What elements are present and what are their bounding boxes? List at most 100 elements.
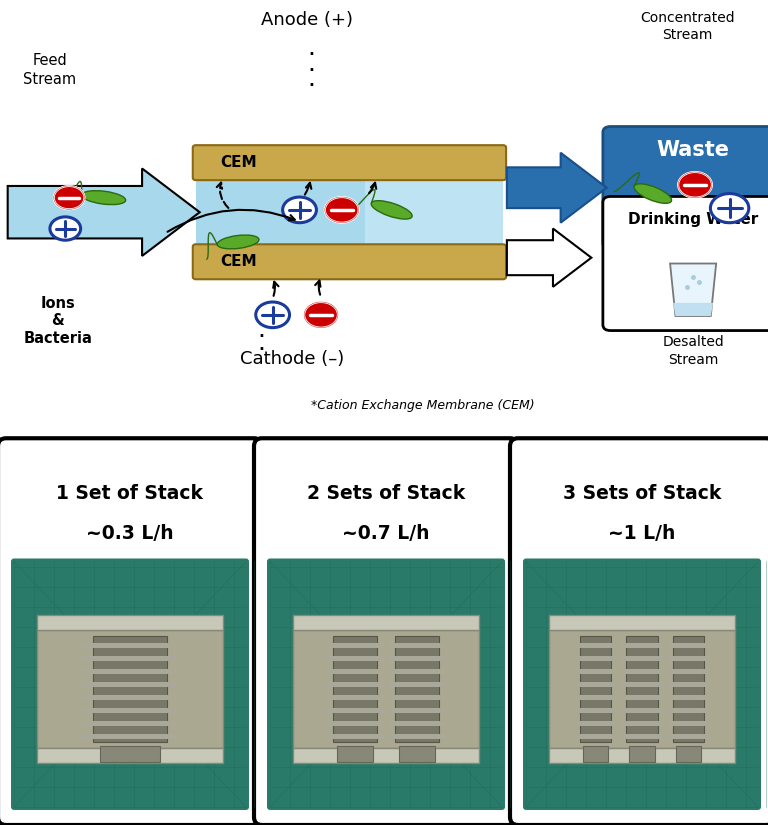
Text: ·: ·: [257, 325, 265, 349]
Text: ·: ·: [257, 312, 265, 336]
Bar: [37, 630, 223, 748]
Text: Feed
Stream: Feed Stream: [23, 53, 77, 87]
Polygon shape: [507, 229, 591, 287]
Bar: [337, 746, 372, 762]
Bar: [326, 708, 384, 713]
Bar: [621, 708, 663, 713]
Polygon shape: [670, 263, 716, 316]
FancyBboxPatch shape: [523, 559, 761, 810]
Bar: [621, 682, 663, 686]
Text: CEM: CEM: [220, 254, 257, 269]
Polygon shape: [507, 153, 607, 223]
Text: ·: ·: [307, 74, 315, 98]
FancyBboxPatch shape: [603, 196, 768, 331]
Circle shape: [304, 302, 338, 328]
Bar: [667, 669, 709, 674]
Ellipse shape: [81, 191, 126, 205]
Circle shape: [54, 186, 84, 210]
Bar: [621, 669, 663, 674]
Bar: [333, 636, 377, 742]
Bar: [81, 644, 178, 648]
Bar: [621, 656, 663, 661]
Bar: [293, 748, 479, 763]
Bar: [667, 695, 709, 700]
Text: CEM: CEM: [220, 155, 257, 170]
Polygon shape: [365, 178, 503, 247]
Polygon shape: [196, 178, 503, 247]
FancyBboxPatch shape: [254, 438, 518, 825]
Bar: [326, 734, 384, 738]
Bar: [626, 636, 658, 742]
Bar: [621, 721, 663, 726]
Bar: [574, 644, 616, 648]
Text: Anode (+): Anode (+): [261, 12, 353, 30]
Text: 2 Sets of Stack: 2 Sets of Stack: [307, 484, 465, 503]
Bar: [388, 682, 446, 686]
Bar: [81, 682, 178, 686]
Text: Waste: Waste: [657, 139, 730, 160]
Text: 1 Set of Stack: 1 Set of Stack: [57, 484, 204, 503]
Text: Ions
&
Bacteria: Ions & Bacteria: [23, 295, 92, 346]
Bar: [667, 682, 709, 686]
Bar: [580, 636, 611, 742]
Bar: [81, 721, 178, 726]
Bar: [326, 721, 384, 726]
Bar: [574, 695, 616, 700]
FancyBboxPatch shape: [603, 126, 768, 249]
FancyBboxPatch shape: [11, 559, 249, 810]
Bar: [293, 630, 479, 748]
Bar: [388, 734, 446, 738]
Bar: [629, 746, 655, 762]
Text: Cathode (–): Cathode (–): [240, 350, 344, 368]
FancyBboxPatch shape: [193, 145, 506, 180]
Bar: [621, 644, 663, 648]
Bar: [583, 746, 608, 762]
Bar: [676, 746, 701, 762]
Bar: [101, 746, 160, 762]
Text: ~0.3 L/h: ~0.3 L/h: [86, 525, 174, 544]
Bar: [37, 748, 223, 763]
Bar: [667, 708, 709, 713]
Text: ·: ·: [307, 44, 315, 68]
Circle shape: [283, 197, 316, 223]
Bar: [621, 734, 663, 738]
Polygon shape: [8, 168, 200, 256]
Bar: [574, 734, 616, 738]
Bar: [326, 669, 384, 674]
Bar: [293, 615, 479, 630]
Text: ~1 L/h: ~1 L/h: [608, 525, 676, 544]
Bar: [81, 695, 178, 700]
Bar: [673, 636, 704, 742]
Bar: [81, 734, 178, 738]
FancyBboxPatch shape: [510, 438, 768, 825]
Text: 3 Sets of Stack: 3 Sets of Stack: [563, 484, 721, 503]
Bar: [549, 615, 735, 630]
Bar: [81, 708, 178, 713]
Text: ·: ·: [257, 338, 265, 362]
Circle shape: [50, 217, 81, 240]
FancyBboxPatch shape: [193, 244, 506, 279]
Text: Concentrated
Stream: Concentrated Stream: [640, 11, 735, 42]
Bar: [574, 656, 616, 661]
Bar: [395, 636, 439, 742]
Bar: [574, 669, 616, 674]
Bar: [667, 734, 709, 738]
Bar: [326, 682, 384, 686]
Ellipse shape: [371, 200, 412, 219]
Bar: [93, 636, 167, 742]
Ellipse shape: [634, 184, 671, 203]
Bar: [399, 746, 435, 762]
Bar: [388, 695, 446, 700]
FancyBboxPatch shape: [0, 438, 262, 825]
Bar: [81, 669, 178, 674]
Text: Desalted
Stream: Desalted Stream: [662, 335, 724, 366]
Circle shape: [325, 197, 359, 223]
Bar: [667, 721, 709, 726]
FancyBboxPatch shape: [267, 559, 505, 810]
Bar: [574, 721, 616, 726]
Polygon shape: [673, 303, 713, 316]
Text: *Cation Exchange Membrane (CEM): *Cation Exchange Membrane (CEM): [310, 398, 535, 412]
Bar: [574, 708, 616, 713]
Text: ·: ·: [307, 59, 315, 83]
Bar: [667, 656, 709, 661]
